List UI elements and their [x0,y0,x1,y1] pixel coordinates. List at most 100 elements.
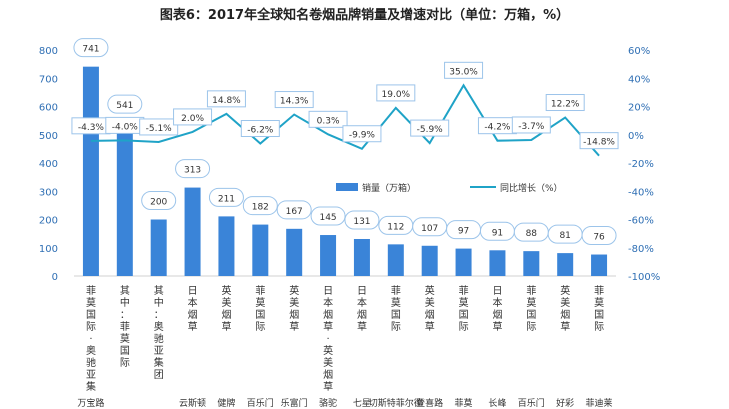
x-brand-label: 乐富门 [281,397,308,409]
x-category-label: 菲莫国际 [255,285,265,333]
bar [150,219,167,276]
bar-label-bubble [276,200,312,220]
growth-value-label: -4.3% [78,123,105,133]
bar [116,123,133,276]
growth-value-label: -5.1% [146,124,173,134]
x-category-label: 日本烟草 [492,286,502,333]
x-brand-label: 长峰 [488,397,506,409]
chart-title: 图表6：2017年全球知名卷烟品牌销量及增速对比（单位：万箱，%） [159,8,570,23]
y-left-tick-label: 500 [39,131,58,142]
x-brand-label: 百乐门 [247,397,274,409]
x-brand-label: 登喜路 [416,397,443,409]
y-left-tick-label: 300 [39,187,58,198]
bar-value-label: 313 [184,166,201,176]
bar-value-label: 200 [150,198,167,208]
x-category-label: 其中：菲莫国际 [120,285,130,369]
growth-value-label: -5.9% [417,125,444,135]
bar-value-label: 145 [319,213,336,223]
x-category-label: 日本烟草 [188,286,198,333]
legend-line-label: 同比增长（%） [500,182,563,194]
bar-label-bubble [107,94,143,114]
y-left-tick-label: 200 [39,216,58,227]
bar-label-bubble [310,206,346,226]
bar-value-label: 97 [458,227,469,237]
x-category-label: 英美烟草 [425,284,435,333]
growth-value-label: -4.2% [484,123,511,133]
y-right-tick-label: -20% [628,159,654,170]
bar [286,228,303,276]
growth-label-box [511,116,551,134]
bar-value-label: 112 [387,222,404,232]
y-right-tick-label: -60% [628,216,654,227]
bar-value-label: 741 [82,45,99,55]
bar [387,244,404,276]
growth-value-label: 0.3% [317,116,340,126]
bar-label-bubble [242,196,278,216]
x-brand-label: 切斯特菲尔德 [369,397,423,409]
y-left-tick-label: 0 [52,272,58,283]
bar-label-bubble [344,210,380,230]
growth-value-label: -14.8% [583,138,615,148]
bar [320,235,337,276]
y-right-tick-label: 20% [628,103,650,114]
bar-value-label: 541 [116,101,133,111]
x-brand-label: 好彩 [556,397,574,409]
y-left-tick-label: 800 [39,46,58,57]
bar-label-bubble [581,226,617,246]
growth-label-box [376,84,416,102]
bar [523,251,540,276]
x-category-label: 英美烟草 [289,284,299,333]
bar-value-label: 91 [492,228,503,238]
legend-bar-swatch [336,183,358,191]
bar-value-label: 107 [421,224,438,234]
y-right-tick-label: 0% [628,131,644,142]
x-brand-label: 菲迪莱 [586,397,613,409]
growth-value-label: -4.0% [112,122,139,132]
bar-value-label: 182 [252,203,269,213]
bar [184,187,201,276]
x-category-label: 菲莫国际 [391,285,401,333]
bar [489,250,506,276]
y-right-tick-label: -80% [628,244,654,255]
growth-label-box [545,94,585,112]
x-brand-label: 健牌 [217,397,235,409]
y-left-tick-label: 600 [39,103,58,114]
x-category-label: 菲莫国际 [459,285,469,333]
bar-value-label: 131 [353,217,370,227]
bar-value-label: 211 [218,194,235,204]
x-category-label: 英美烟草 [221,284,231,333]
bar [421,245,438,276]
growth-value-label: 12.2% [551,100,580,110]
growth-value-label: 14.8% [212,96,241,106]
x-brand-label: 菲莫 [455,397,473,409]
growth-label-box [410,119,450,137]
x-brand-label: 万宝路 [77,397,104,409]
growth-label-box [139,118,179,136]
x-category-label: 其中：奥驰亚集团 [154,285,164,381]
bar [353,238,370,276]
x-brand-label: 百乐门 [518,397,545,409]
y-left-tick-label: 700 [39,74,58,85]
bar [591,254,608,276]
bar [455,248,472,276]
x-brand-label: 云斯顿 [179,397,206,409]
growth-value-label: 14.3% [280,97,309,107]
growth-label-box [308,110,348,128]
y-right-tick-label: 60% [628,46,650,57]
x-brand-label: 骆驼 [319,397,337,409]
growth-label-box [274,91,314,109]
bar-label-bubble [208,187,244,207]
x-category-label: 日本烟草·英美烟草 [323,286,333,393]
x-brand-label: 七星 [353,398,371,409]
growth-value-label: -9.9% [349,131,376,141]
growth-value-label: -6.2% [247,126,274,136]
growth-label-box [444,61,484,79]
growth-label-box [240,120,280,138]
growth-value-label: -3.7% [518,122,545,132]
bar-label-bubble [141,191,177,210]
legend-bar-label: 销量（万箱） [362,182,416,194]
growth-label-box [342,125,382,143]
growth-value-label: 19.0% [382,90,411,100]
x-category-label: 英美烟草 [560,284,570,333]
